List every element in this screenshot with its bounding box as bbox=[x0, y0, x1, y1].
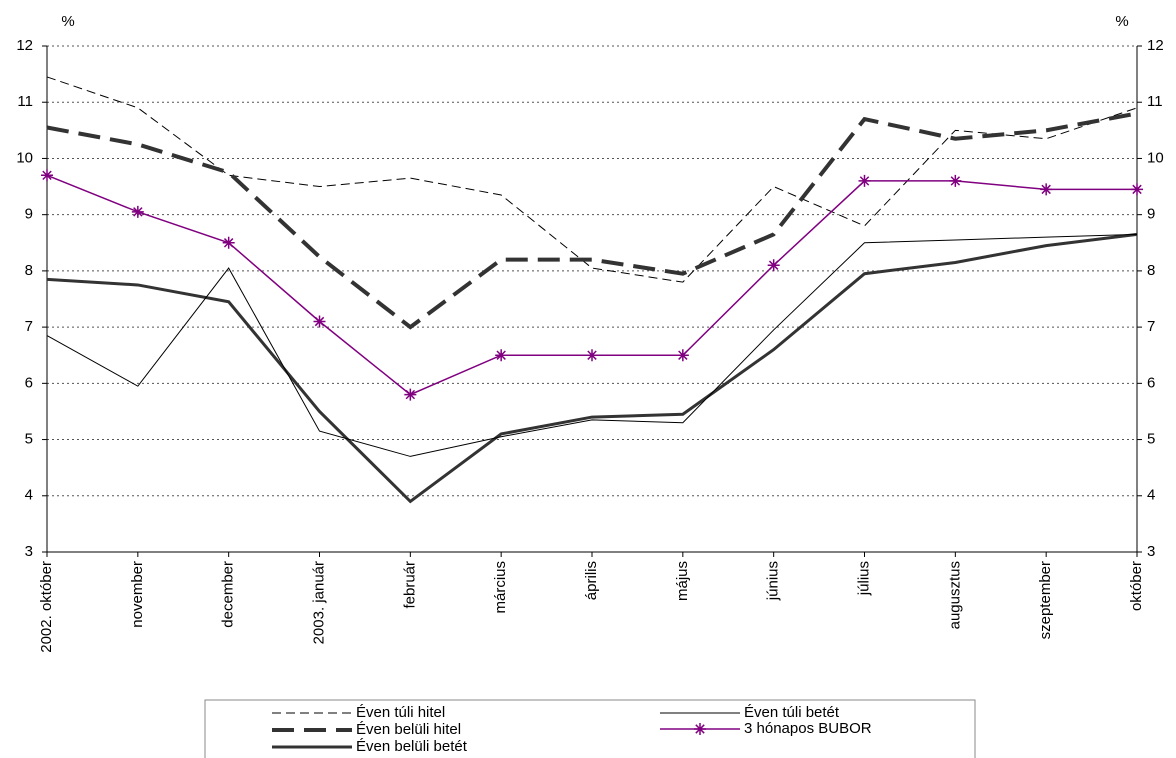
y2-tick-label: 5 bbox=[1147, 431, 1155, 448]
y2-tick-label: 4 bbox=[1147, 487, 1155, 504]
legend-box bbox=[204, 699, 976, 758]
point-marker bbox=[767, 259, 780, 272]
legend-marker bbox=[694, 723, 706, 735]
x-tick-label: május bbox=[674, 561, 691, 601]
y2-tick-label: 12 bbox=[1147, 37, 1164, 54]
point-marker bbox=[1131, 183, 1143, 196]
y-tick-label: 4 bbox=[25, 487, 33, 504]
y-tick-label: 6 bbox=[25, 374, 33, 391]
series-line bbox=[46, 233, 1138, 457]
series-line bbox=[46, 174, 1137, 396]
point-marker bbox=[495, 349, 508, 362]
series-line bbox=[46, 111, 1138, 330]
y-tick-label: 5 bbox=[25, 431, 33, 448]
point-marker bbox=[313, 315, 326, 328]
point-marker bbox=[586, 349, 598, 362]
point-marker bbox=[131, 205, 144, 218]
y2-tick-label: 3 bbox=[1147, 543, 1155, 560]
x-tick-label: április bbox=[583, 561, 600, 600]
y-tick-label: 7 bbox=[25, 318, 33, 335]
y2-tick-label: 9 bbox=[1147, 206, 1155, 223]
x-tick-label: június bbox=[765, 561, 782, 601]
point-marker bbox=[404, 388, 417, 401]
y2-tick-label: 7 bbox=[1147, 318, 1155, 335]
y-tick-label: 12 bbox=[16, 37, 33, 54]
point-marker bbox=[41, 169, 53, 182]
y-unit-right: % bbox=[1115, 13, 1128, 30]
y2-tick-label: 10 bbox=[1147, 149, 1164, 166]
y-tick-label: 3 bbox=[25, 543, 33, 560]
y-tick-label: 11 bbox=[17, 93, 33, 110]
legend-label: Éven belüli hitel bbox=[356, 721, 461, 738]
point-marker bbox=[1040, 183, 1053, 196]
legend-label: Éven belüli betét bbox=[356, 738, 468, 755]
x-tick-label: október bbox=[1128, 561, 1145, 611]
x-tick-label: 2002. október bbox=[38, 561, 55, 653]
y-unit-left: % bbox=[61, 13, 74, 30]
x-tick-label: február bbox=[401, 561, 418, 609]
point-marker bbox=[222, 236, 235, 249]
y2-tick-label: 11 bbox=[1147, 93, 1163, 110]
legend-label: 3 hónapos BUBOR bbox=[744, 720, 872, 737]
series-line bbox=[46, 76, 1138, 283]
point-marker bbox=[676, 349, 689, 362]
x-tick-label: 2003. január bbox=[310, 561, 327, 644]
series-line bbox=[46, 232, 1138, 504]
point-marker bbox=[949, 174, 962, 187]
x-tick-label: szeptember bbox=[1037, 561, 1054, 639]
x-tick-label: november bbox=[129, 561, 146, 628]
point-marker bbox=[858, 174, 871, 187]
y2-tick-label: 8 bbox=[1147, 262, 1155, 279]
y-tick-label: 8 bbox=[25, 262, 33, 279]
x-tick-label: augusztus bbox=[946, 561, 963, 629]
legend-label: Éven túli hitel bbox=[356, 704, 445, 721]
y2-tick-label: 6 bbox=[1147, 374, 1155, 391]
legend-label: Éven túli betét bbox=[744, 704, 840, 721]
x-tick-label: július bbox=[855, 561, 872, 596]
y-tick-label: 9 bbox=[25, 206, 33, 223]
x-tick-label: december bbox=[220, 561, 237, 628]
y-tick-label: 10 bbox=[16, 149, 33, 166]
x-tick-label: március bbox=[492, 561, 509, 614]
